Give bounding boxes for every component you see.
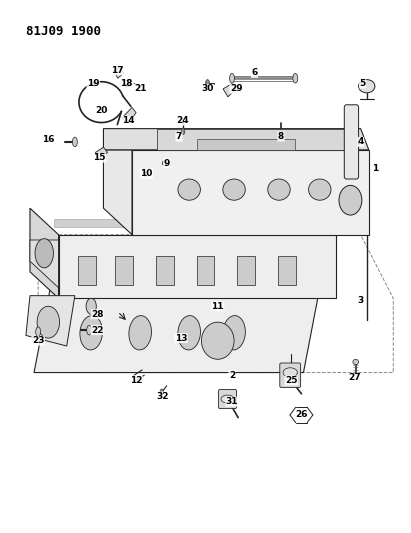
FancyBboxPatch shape: [196, 256, 215, 285]
Text: 14: 14: [122, 116, 134, 125]
Text: 9: 9: [164, 159, 170, 167]
FancyBboxPatch shape: [278, 256, 296, 285]
Text: 26: 26: [295, 410, 308, 419]
Ellipse shape: [162, 160, 167, 166]
Text: 19: 19: [87, 79, 99, 88]
Ellipse shape: [36, 327, 41, 336]
Polygon shape: [95, 147, 108, 158]
Polygon shape: [104, 128, 369, 150]
FancyBboxPatch shape: [115, 256, 133, 285]
Text: 28: 28: [91, 310, 104, 319]
Text: 2: 2: [229, 370, 235, 379]
FancyBboxPatch shape: [237, 256, 255, 285]
Text: 17: 17: [111, 66, 124, 75]
Ellipse shape: [72, 137, 77, 147]
Polygon shape: [30, 208, 58, 298]
Polygon shape: [122, 108, 136, 123]
Text: 30: 30: [201, 84, 214, 93]
Ellipse shape: [129, 316, 152, 350]
Text: 27: 27: [348, 373, 361, 382]
Ellipse shape: [181, 128, 185, 134]
Circle shape: [339, 185, 362, 215]
Ellipse shape: [178, 316, 201, 350]
Text: 11: 11: [212, 302, 224, 311]
Text: 31: 31: [226, 397, 238, 406]
Ellipse shape: [87, 325, 92, 335]
Text: 32: 32: [157, 392, 169, 401]
Text: 23: 23: [32, 336, 44, 345]
Polygon shape: [197, 139, 296, 150]
Ellipse shape: [283, 368, 297, 377]
Ellipse shape: [160, 389, 164, 395]
Ellipse shape: [223, 179, 245, 200]
Polygon shape: [114, 68, 124, 78]
Ellipse shape: [293, 74, 298, 83]
Ellipse shape: [178, 179, 201, 200]
Text: 22: 22: [91, 326, 104, 335]
Ellipse shape: [221, 395, 234, 403]
Polygon shape: [55, 219, 356, 227]
Ellipse shape: [230, 74, 235, 83]
Text: 6: 6: [252, 68, 258, 77]
Text: 8: 8: [278, 132, 284, 141]
Ellipse shape: [223, 316, 245, 350]
Text: 29: 29: [230, 84, 242, 93]
FancyBboxPatch shape: [280, 363, 300, 387]
Polygon shape: [26, 296, 75, 346]
Text: 10: 10: [140, 169, 152, 178]
Ellipse shape: [37, 306, 60, 338]
Text: 7: 7: [176, 132, 182, 141]
Text: 81J09 1900: 81J09 1900: [26, 25, 101, 38]
Polygon shape: [34, 288, 320, 373]
FancyBboxPatch shape: [219, 390, 236, 409]
Text: 4: 4: [358, 138, 364, 147]
Ellipse shape: [279, 133, 283, 140]
Text: 12: 12: [130, 376, 142, 385]
Ellipse shape: [80, 316, 102, 350]
Ellipse shape: [309, 179, 331, 200]
Text: 16: 16: [42, 135, 55, 144]
Ellipse shape: [268, 179, 290, 200]
Text: 1: 1: [372, 164, 378, 173]
Ellipse shape: [35, 239, 53, 268]
Polygon shape: [223, 84, 236, 97]
Ellipse shape: [353, 359, 358, 365]
Text: 5: 5: [360, 79, 366, 88]
Ellipse shape: [201, 322, 234, 359]
Polygon shape: [132, 150, 369, 235]
Polygon shape: [157, 128, 349, 150]
Ellipse shape: [358, 79, 375, 93]
Text: 25: 25: [285, 376, 298, 385]
Text: 18: 18: [120, 79, 132, 88]
Text: 20: 20: [95, 106, 108, 115]
FancyBboxPatch shape: [156, 256, 174, 285]
Text: 15: 15: [93, 154, 106, 163]
Polygon shape: [58, 235, 336, 298]
Text: 21: 21: [134, 84, 146, 93]
Ellipse shape: [144, 171, 149, 176]
Polygon shape: [30, 240, 58, 288]
Text: 13: 13: [175, 334, 187, 343]
FancyBboxPatch shape: [78, 256, 96, 285]
Ellipse shape: [206, 79, 210, 87]
FancyBboxPatch shape: [344, 105, 358, 179]
Ellipse shape: [86, 298, 96, 314]
Text: 3: 3: [358, 296, 364, 305]
Text: 24: 24: [177, 116, 189, 125]
Polygon shape: [104, 150, 132, 235]
